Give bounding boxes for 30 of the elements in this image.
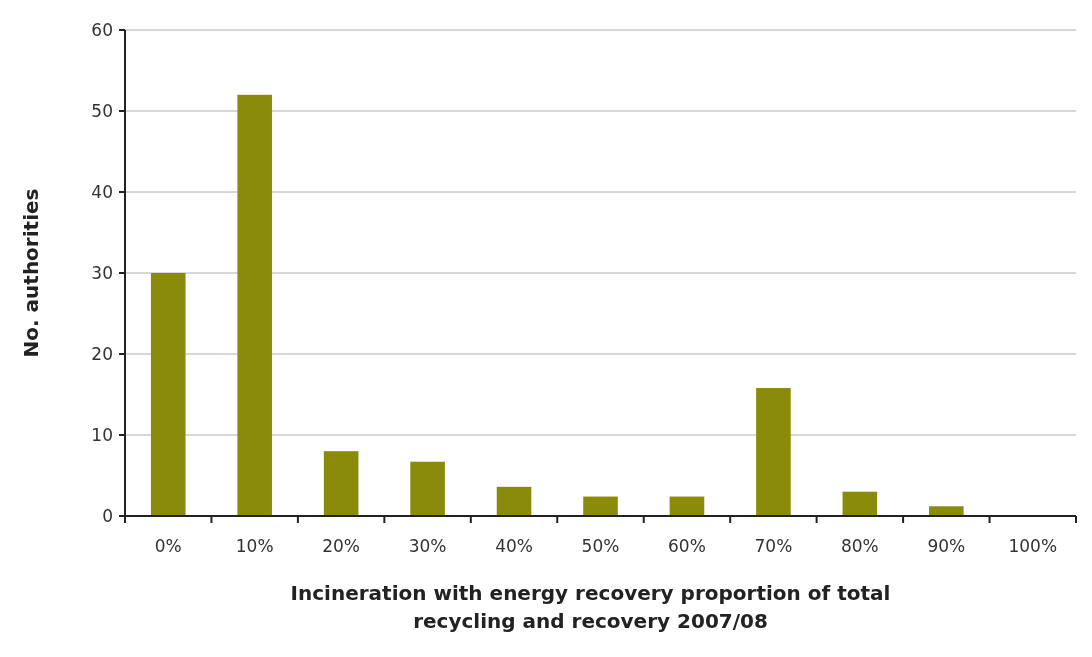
- bar: [323, 451, 359, 516]
- x-tick-label: 70%: [754, 536, 793, 556]
- bar: [669, 496, 705, 516]
- y-axis-title: No. authorities: [19, 188, 43, 358]
- y-tick-label: 40: [91, 181, 113, 202]
- y-tick-label: 0: [102, 505, 113, 526]
- bar: [496, 486, 532, 516]
- x-axis-title: Incineration with energy recovery proportion of total recycling and recovery 2007/08: [290, 581, 891, 633]
- y-tick-label: 60: [91, 19, 113, 40]
- x-tick-label: 10%: [235, 536, 274, 556]
- x-tick-label: 0%: [154, 536, 182, 556]
- x-tick-label: 50%: [581, 536, 620, 556]
- y-tick-label: 10: [91, 424, 113, 445]
- x-tick-label: 60%: [668, 536, 706, 556]
- y-tick-label: 30: [91, 262, 113, 283]
- x-tick-label: 30%: [408, 536, 447, 556]
- bar: [410, 461, 445, 516]
- bar: [583, 496, 618, 516]
- x-tick-label: 40%: [495, 536, 533, 556]
- bar: [929, 506, 964, 516]
- bar: [237, 94, 272, 516]
- x-tick-label: 90%: [927, 536, 966, 556]
- bar: [150, 273, 186, 516]
- y-tick-label: 20: [91, 343, 113, 364]
- x-tick-label: 80%: [840, 536, 879, 556]
- x-tick-label: 100%: [1008, 536, 1058, 556]
- bar: [842, 491, 878, 516]
- x-tick-label: 20%: [322, 536, 361, 556]
- y-tick-label: 50: [91, 100, 113, 121]
- bar: [756, 388, 791, 516]
